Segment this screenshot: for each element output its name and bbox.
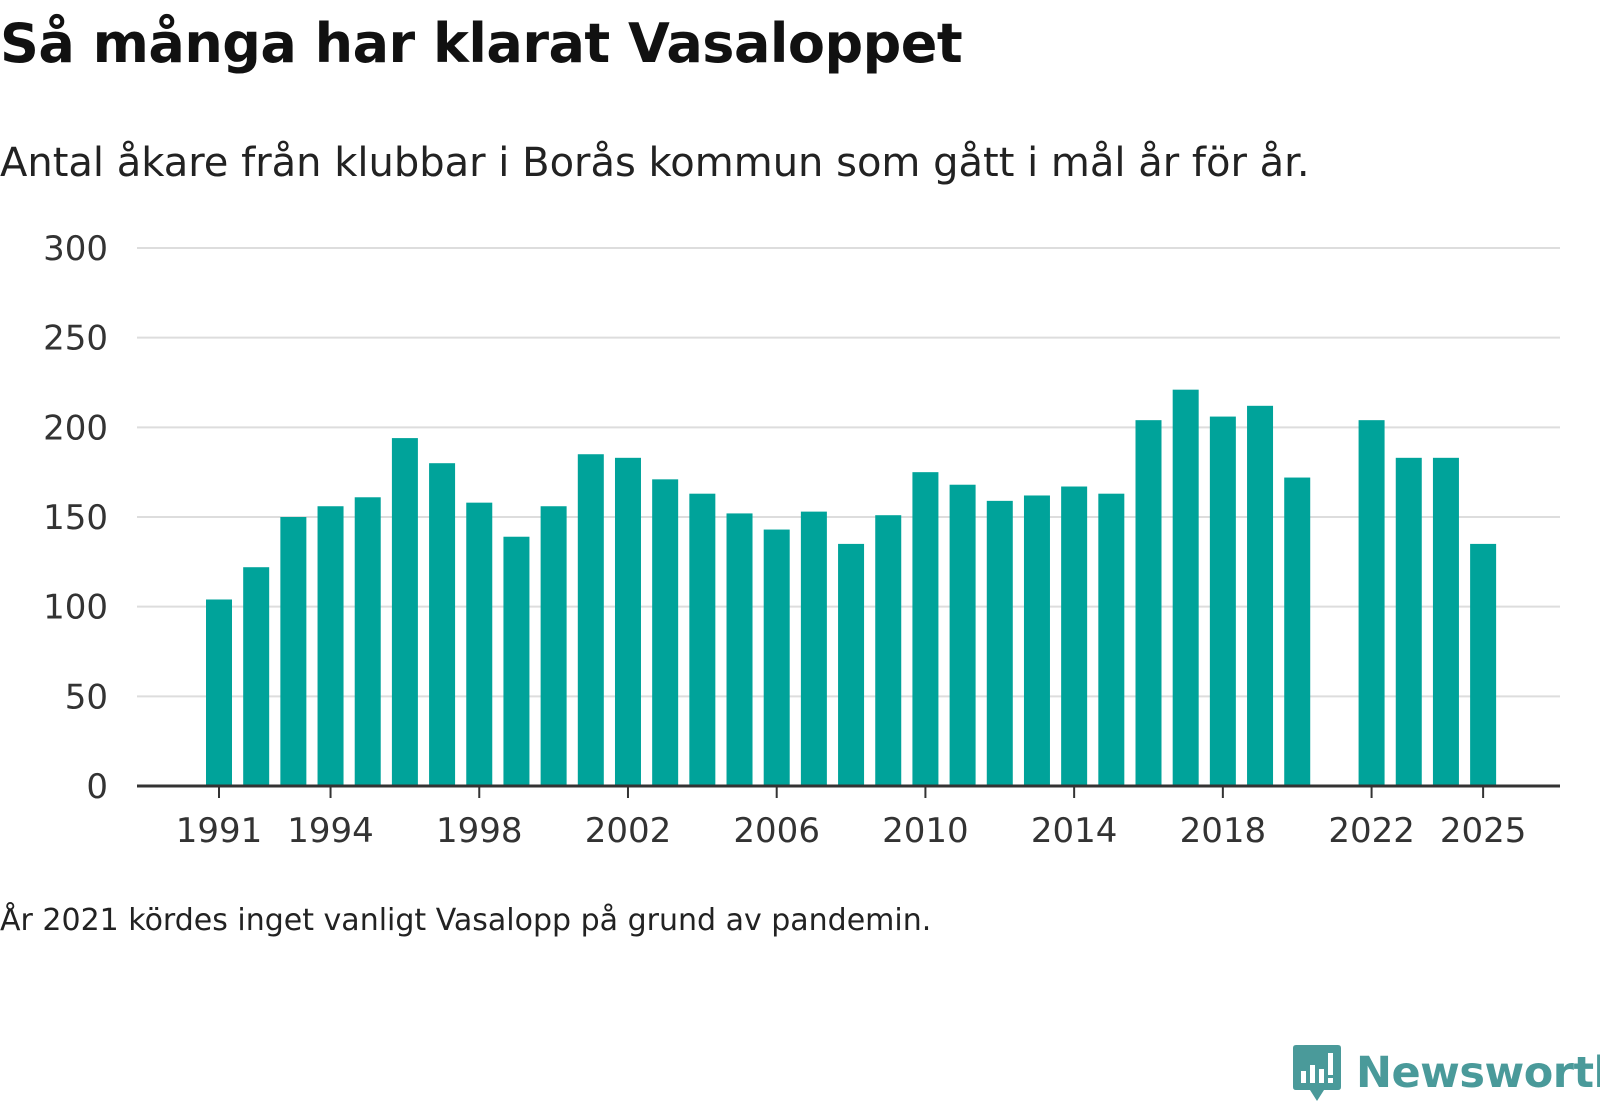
- bar-2023: [1395, 457, 1422, 786]
- bar-2011: [949, 484, 976, 786]
- bar-2017: [1172, 389, 1199, 786]
- x-axis-ticks: 1991 1994 1998 2002 2006 2010 2014 2018 2022 2025: [176, 786, 1527, 851]
- chart-subtitle: Antal åkare från klubbar i Borås kommun …: [0, 140, 1310, 186]
- bar-2001: [577, 454, 604, 786]
- bar-1994: [317, 506, 344, 786]
- bars: [206, 389, 1497, 786]
- bar-1998: [466, 502, 493, 786]
- bar-2019: [1247, 405, 1274, 786]
- bar-2003: [652, 479, 679, 786]
- y-tick-label: 300: [43, 229, 108, 269]
- bar-2010: [912, 472, 939, 786]
- newsworthy-logo-icon: [1293, 1045, 1341, 1101]
- bar-2007: [800, 511, 827, 786]
- bar-1991: [206, 599, 232, 786]
- brand-name: Newsworthy: [1356, 1048, 1600, 1098]
- chart-title: Så många har klarat Vasaloppet: [0, 12, 963, 75]
- bar-2013: [1023, 495, 1050, 786]
- bar-2015: [1098, 493, 1125, 786]
- y-tick-label: 200: [43, 408, 108, 448]
- x-tick-label: 2010: [882, 811, 969, 851]
- y-axis-ticks: 0 50 100 150 200 250 300: [43, 229, 108, 807]
- bar-1993: [280, 517, 307, 786]
- bar-1999: [503, 536, 530, 786]
- y-tick-label: 250: [43, 319, 108, 359]
- bar-1992: [243, 567, 270, 786]
- footnote: År 2021 kördes inget vanligt Vasalopp på…: [0, 903, 932, 938]
- bar-chart: 0 50 100 150 200 250 300 1991 1994 1998 2002 2006 2…: [43, 229, 1560, 851]
- y-tick-label: 50: [65, 677, 108, 717]
- brand-logo[interactable]: Newsworthy: [1292, 1043, 1600, 1103]
- x-tick-label: 1998: [436, 811, 523, 851]
- y-tick-label: 0: [86, 767, 108, 807]
- x-tick-label: 2006: [733, 811, 820, 851]
- bar-2009: [875, 515, 902, 786]
- bar-2006: [763, 529, 790, 786]
- x-tick-label: 2022: [1328, 811, 1415, 851]
- bar-1997: [429, 463, 456, 786]
- bar-2000: [540, 506, 567, 786]
- bar-2020: [1284, 477, 1311, 786]
- x-tick-label: 2002: [585, 811, 672, 851]
- bar-1995: [354, 497, 381, 786]
- bar-2005: [726, 513, 753, 786]
- bar-2008: [838, 543, 865, 786]
- bar-2025: [1470, 543, 1497, 786]
- bar-2014: [1061, 486, 1088, 786]
- bar-2024: [1432, 457, 1459, 786]
- bar-2016: [1135, 420, 1162, 786]
- bar-2002: [614, 457, 641, 786]
- bar-2018: [1209, 416, 1236, 786]
- y-tick-label: 100: [43, 588, 108, 628]
- x-tick-label: 2014: [1031, 811, 1118, 851]
- bar-2012: [986, 500, 1013, 786]
- bar-2004: [689, 493, 716, 786]
- x-tick-label: 2025: [1440, 811, 1527, 851]
- x-tick-label: 2018: [1180, 811, 1267, 851]
- x-tick-label: 1991: [176, 811, 263, 851]
- x-tick-label: 1994: [287, 811, 374, 851]
- bar-2022: [1358, 420, 1385, 786]
- y-tick-label: 150: [43, 498, 108, 538]
- bar-1996: [391, 438, 418, 786]
